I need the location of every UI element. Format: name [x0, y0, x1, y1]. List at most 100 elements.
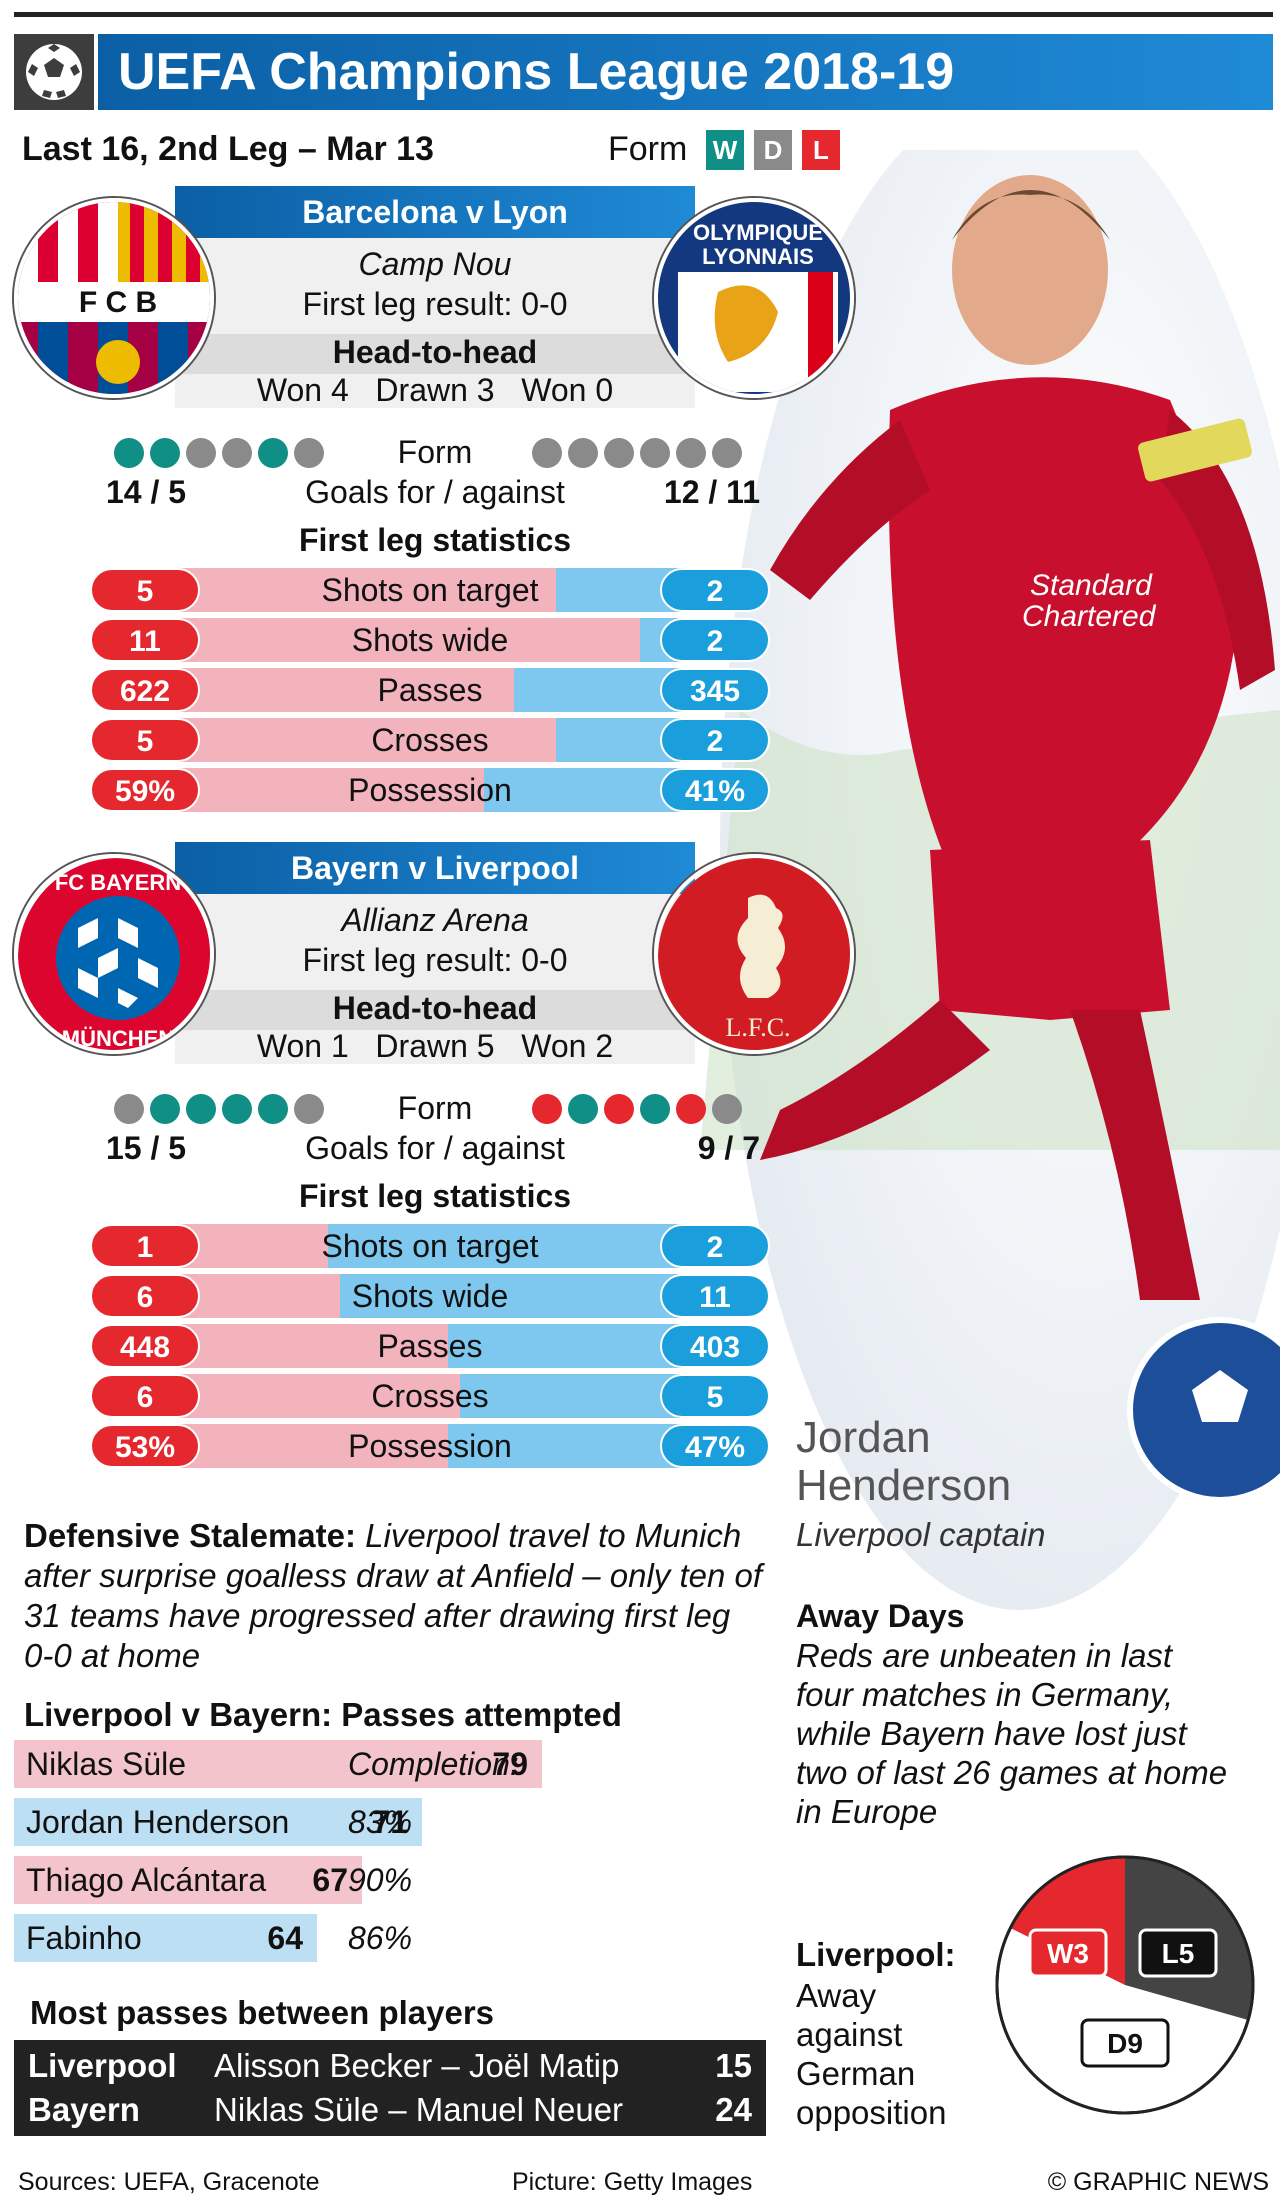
- stat-away-value: 2: [660, 618, 770, 662]
- champions-league-logo: [14, 34, 94, 110]
- between-pair: Niklas Süle – Manuel Neuer: [214, 2091, 624, 2128]
- h2h-record: Won 1 Drawn 5 Won 2: [256, 1028, 614, 1064]
- pass-count: 64: [267, 1920, 303, 1956]
- stat-home-value: 5: [90, 568, 200, 612]
- form-dot: [712, 1094, 742, 1124]
- stat-away-value: 345: [660, 668, 770, 712]
- form-label: Form: [397, 434, 473, 470]
- shirt-sponsor-2: Chartered: [1022, 600, 1157, 633]
- stat-home-value: 6: [90, 1374, 200, 1418]
- pass-player: Thiago Alcántara: [26, 1862, 267, 1898]
- stat-label: Crosses: [371, 1378, 489, 1414]
- stat-label: Crosses: [371, 722, 489, 758]
- away-form: [532, 1094, 742, 1124]
- liverpool-record-text: Away against German opposition: [796, 1977, 947, 2131]
- form-dot: [114, 1094, 144, 1124]
- form-dot: [712, 438, 742, 468]
- form-dot: [114, 438, 144, 468]
- form-dot: [294, 1094, 324, 1124]
- form-dot: [568, 438, 598, 468]
- goals-label: Goals for / against: [305, 474, 565, 510]
- picture-credit: Picture: Getty Images: [512, 2168, 753, 2196]
- stat-bar-home: [130, 618, 640, 662]
- round-heading: Last 16, 2nd Leg – Mar 13: [22, 130, 434, 168]
- lyon-crest-bottom: LYONNAIS: [702, 244, 814, 269]
- away-record-pie: W3 L5 D9: [995, 1855, 1255, 2115]
- stat-row: Passes 448 403: [90, 1324, 770, 1368]
- form-label: Form: [397, 1090, 473, 1126]
- stat-label: Shots wide: [351, 1278, 509, 1314]
- match-info-panel: Camp Nou First leg result: 0-0 Head-to-h…: [175, 238, 695, 408]
- stat-home-value: 6: [90, 1274, 200, 1318]
- stat-label: Passes: [377, 672, 483, 708]
- away-form: [532, 438, 742, 468]
- stat-away-value: 2: [660, 718, 770, 762]
- stat-row: Shots wide 11 2: [90, 618, 770, 662]
- match-title: Barcelona v Lyon: [175, 186, 695, 238]
- home-goals: 14 / 5: [106, 474, 187, 510]
- stat-label: Shots wide: [351, 622, 509, 658]
- story-lead: Defensive Stalemate:: [24, 1517, 356, 1554]
- stat-label: Shots on target: [321, 1228, 539, 1264]
- form-dot: [222, 438, 252, 468]
- pie-label-losses: L5: [1162, 1938, 1195, 1969]
- stat-home-value: 622: [90, 668, 200, 712]
- form-dot: [186, 1094, 216, 1124]
- pass-row: Jordan Henderson 83% 71: [14, 1798, 422, 1846]
- h2h-title: Head-to-head: [175, 334, 695, 374]
- form-dot: [676, 438, 706, 468]
- player-first-name: Jordan: [796, 1413, 931, 1462]
- liverpool-record-title: Liverpool:: [796, 1936, 956, 1973]
- between-team: Liverpool: [28, 2047, 177, 2084]
- form-dot: [604, 438, 634, 468]
- player-last-name: Henderson: [796, 1461, 1012, 1510]
- home-form: [114, 1094, 324, 1124]
- passes-title: Liverpool v Bayern: Passes attempted: [24, 1696, 622, 1733]
- form-key-label: Form: [608, 130, 688, 168]
- stat-label: Possession: [348, 1428, 512, 1464]
- h2h-title: Head-to-head: [175, 990, 695, 1030]
- stat-label: Passes: [377, 1328, 483, 1364]
- between-pair: Alisson Becker – Joël Matip: [214, 2047, 620, 2084]
- stat-row: Crosses 6 5: [90, 1374, 770, 1418]
- away-goals: 9 / 7: [697, 1130, 760, 1166]
- stat-row: Shots on target 5 2: [90, 568, 770, 612]
- form-dot: [150, 438, 180, 468]
- form-dot: [186, 438, 216, 468]
- pass-row: Thiago Alcántara 90% 67: [14, 1856, 412, 1904]
- between-value: 24: [715, 2091, 752, 2128]
- venue: Allianz Arena: [341, 902, 529, 938]
- liverpool-crest: L.F.C.: [654, 854, 854, 1054]
- stats-title: First leg statistics: [298, 522, 572, 558]
- bayern-crest-top: FC BAYERN: [55, 870, 181, 895]
- pass-player: Jordan Henderson: [26, 1804, 290, 1840]
- stats-list: Shots on target 5 2 Shots wide 11 2 Passes 622 3…: [10, 568, 840, 812]
- form-dot: [604, 1094, 634, 1124]
- match-bayern-liverpool: Bayern v Liverpool Allianz Arena First l…: [10, 842, 854, 1468]
- shirt-sponsor-1: Standard: [1030, 569, 1153, 602]
- sources: Sources: UEFA, Gracenote: [18, 2168, 320, 2196]
- form-dot: [640, 438, 670, 468]
- page-title: UEFA Champions League 2018-19: [98, 34, 1273, 110]
- away-days-title: Away Days: [796, 1598, 965, 1634]
- stat-home-value: 11: [90, 618, 200, 662]
- form-key-win: W: [706, 130, 744, 170]
- stat-home-value: 59%: [90, 768, 200, 812]
- form-dot: [640, 1094, 670, 1124]
- player-name: Jordan Henderson: [796, 1414, 1011, 1510]
- stat-label: Shots on target: [321, 572, 539, 608]
- form-dot: [568, 1094, 598, 1124]
- copyright: © GRAPHIC NEWS: [1047, 2168, 1269, 2196]
- pass-player: Fabinho: [26, 1920, 142, 1956]
- stat-row: Possession 53% 47%: [90, 1424, 770, 1468]
- venue: Camp Nou: [358, 246, 512, 282]
- stats-list: Shots on target 1 2 Shots wide 6 11 Passes 448 4…: [10, 1224, 840, 1468]
- stat-away-value: 2: [660, 1224, 770, 1268]
- pie-label-draws: D9: [1107, 2028, 1143, 2059]
- player-photo: Standard Chartered: [700, 90, 1287, 1710]
- pass-count: 71: [372, 1804, 408, 1840]
- pie-label-wins: W3: [1047, 1938, 1089, 1969]
- story-body: Liverpool travel to Munich after surpris…: [24, 1517, 763, 1674]
- pass-completion: 86%: [348, 1920, 413, 1956]
- stat-row: Passes 622 345: [90, 668, 770, 712]
